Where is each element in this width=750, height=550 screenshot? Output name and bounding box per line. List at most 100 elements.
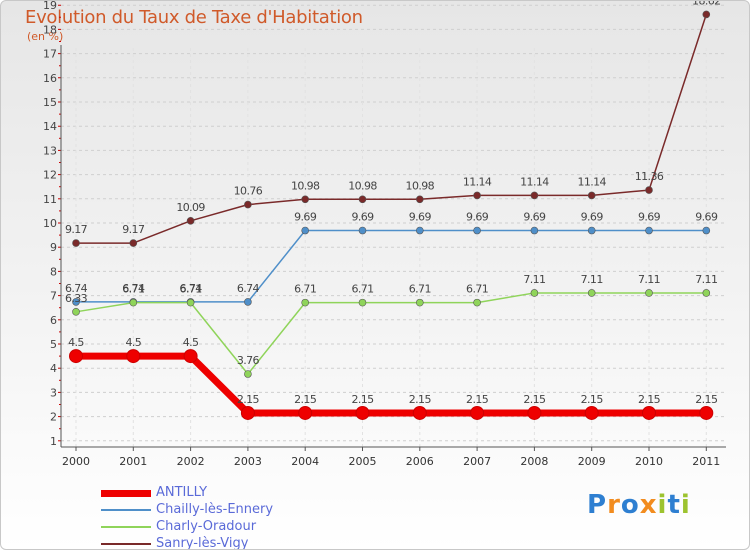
y-tick-label: 13 xyxy=(43,144,57,157)
x-tick-label: 2008 xyxy=(520,455,548,468)
data-label: 7.11 xyxy=(523,273,545,286)
y-tick-label: 8 xyxy=(50,265,57,278)
logo-letter: t xyxy=(667,490,681,520)
data-label: 6.71 xyxy=(294,283,316,296)
chart-subtitle: (en %) xyxy=(27,30,64,43)
legend-swatch xyxy=(101,490,151,497)
y-tick-label: 14 xyxy=(43,120,57,133)
series-line xyxy=(75,292,707,375)
data-label: 6.74 xyxy=(122,282,145,295)
data-point xyxy=(244,200,252,209)
data-label: 2.15 xyxy=(351,393,374,406)
data-point xyxy=(645,226,653,235)
data-label: 2.15 xyxy=(638,393,661,406)
logo-letter: o xyxy=(620,490,640,520)
data-point xyxy=(240,405,255,420)
data-point xyxy=(69,349,83,364)
logo-letter: i xyxy=(680,490,691,520)
data-point xyxy=(412,405,427,420)
chart-title: Evolution du Taux de Taxe d'Habitation xyxy=(25,7,363,28)
y-tick-label: 18 xyxy=(43,23,57,36)
data-label: 6.74 xyxy=(180,282,203,295)
data-point xyxy=(186,298,195,307)
data-point xyxy=(415,195,424,204)
data-label: 9.69 xyxy=(638,211,661,224)
data-label: 9.69 xyxy=(581,211,604,224)
data-label: 6.71 xyxy=(466,283,488,296)
data-point xyxy=(186,217,195,225)
y-tick-label: 9 xyxy=(50,241,57,254)
data-point xyxy=(301,195,310,204)
data-point xyxy=(129,239,138,247)
legend-label: Chailly-lès-Ennery xyxy=(156,502,274,517)
data-point xyxy=(642,405,656,420)
y-tick-label: 1 xyxy=(50,435,57,448)
data-label: 2.15 xyxy=(409,393,432,406)
data-point xyxy=(72,239,80,247)
data-point xyxy=(702,10,711,19)
legend-swatch xyxy=(101,526,151,528)
data-label: 10.09 xyxy=(176,201,205,214)
data-label: 4.5 xyxy=(125,336,141,349)
data-label: 9.69 xyxy=(294,211,317,224)
data-label: 6.71 xyxy=(351,283,373,296)
data-label: 11.36 xyxy=(635,170,664,183)
data-point xyxy=(301,298,310,307)
data-label: 10.98 xyxy=(291,179,320,192)
data-point xyxy=(645,186,653,194)
data-point xyxy=(527,405,542,420)
data-label: 9.69 xyxy=(523,211,546,224)
y-tick-label: 12 xyxy=(43,169,57,182)
data-label: 6.71 xyxy=(409,283,431,296)
data-label: 2.15 xyxy=(237,393,260,406)
x-tick-label: 2011 xyxy=(692,455,720,468)
data-label: 11.14 xyxy=(577,175,606,188)
data-label: 6.74 xyxy=(65,282,88,295)
x-tick-label: 2006 xyxy=(406,455,434,468)
data-label: 6.74 xyxy=(237,282,260,295)
y-tick-label: 17 xyxy=(43,48,57,61)
logo-letter: r xyxy=(607,490,621,520)
data-label: 9.17 xyxy=(65,223,88,236)
data-label: 9.69 xyxy=(351,211,374,224)
x-tick-label: 2002 xyxy=(177,455,205,468)
proxiti-logo: Proxiti xyxy=(587,490,691,520)
data-point xyxy=(473,191,481,200)
y-tick-label: 19 xyxy=(43,1,57,12)
legend-label: Charly-Oradour xyxy=(156,519,257,534)
data-point xyxy=(72,308,80,316)
series-line xyxy=(76,14,708,244)
data-label: 9.17 xyxy=(122,223,145,236)
data-label: 2.15 xyxy=(294,393,317,406)
data-point xyxy=(244,298,252,306)
data-label: 11.14 xyxy=(520,175,549,188)
y-tick-label: 10 xyxy=(43,217,57,230)
y-tick-label: 16 xyxy=(43,72,57,85)
x-tick-label: 2003 xyxy=(234,455,262,468)
data-point xyxy=(301,226,310,235)
y-tick-label: 2 xyxy=(50,411,57,424)
data-point xyxy=(358,195,367,204)
data-label: 4.5 xyxy=(68,336,84,349)
y-tick-label: 5 xyxy=(50,338,57,351)
data-label: 2.15 xyxy=(581,393,604,406)
y-tick-label: 6 xyxy=(50,314,57,327)
data-point xyxy=(587,289,596,297)
data-point xyxy=(702,226,711,235)
data-label: 10.98 xyxy=(348,179,377,192)
data-label: 7.11 xyxy=(695,273,717,286)
x-tick-label: 2007 xyxy=(463,455,491,468)
data-point xyxy=(355,405,370,420)
y-tick-label: 7 xyxy=(50,290,57,303)
data-point xyxy=(72,298,80,306)
data-label: 7.11 xyxy=(638,273,660,286)
data-label: 4.5 xyxy=(183,336,199,349)
data-label: 7.11 xyxy=(581,273,603,286)
data-point xyxy=(530,226,539,235)
data-point xyxy=(126,349,141,364)
legend-swatch xyxy=(101,509,151,511)
data-point xyxy=(702,289,711,297)
data-label: 9.69 xyxy=(695,211,718,224)
data-label: 11.14 xyxy=(463,175,492,188)
